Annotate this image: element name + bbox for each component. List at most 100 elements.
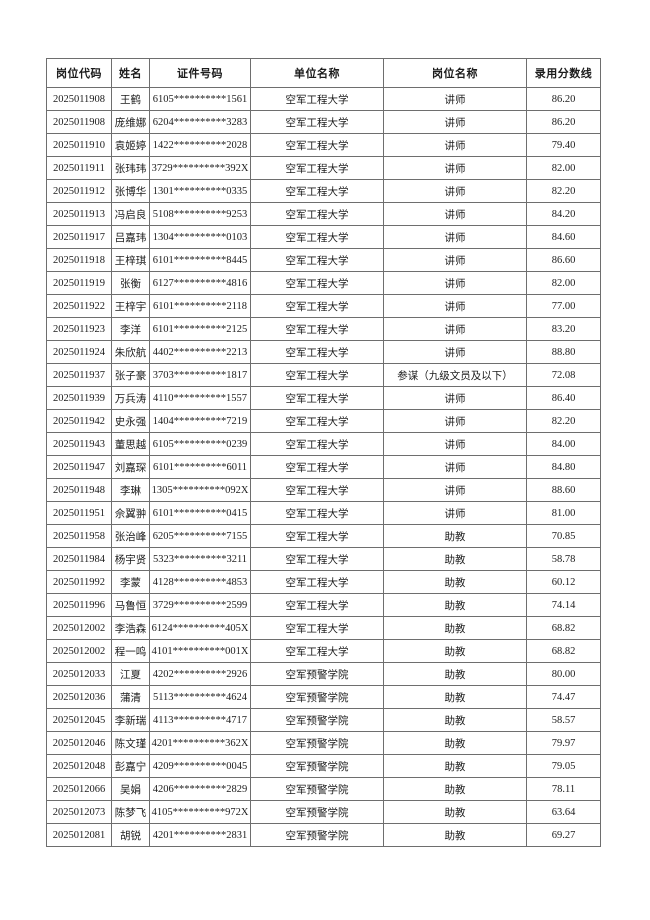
cell-id-number: 6205**********7155 (149, 524, 251, 548)
cell-admission-score: 80.00 (526, 662, 601, 686)
cell-unit-name: 空军预警学院 (250, 800, 384, 824)
column-header-cell-position-code: 岗位代码 (46, 58, 112, 88)
table-row: 2025012081 胡锐 4201**********2831 空军预警学院 助教 69… (46, 823, 601, 847)
cell-position-name: 参谋（九级文员及以下） (383, 363, 527, 387)
cell-unit-name: 空军工程大学 (250, 202, 384, 226)
cell-unit-name: 空军预警学院 (250, 731, 384, 755)
cell-id-number: 6124**********405X (149, 616, 251, 640)
cell-name: 张玮玮 (111, 156, 150, 180)
cell-unit-name: 空军工程大学 (250, 455, 384, 479)
cell-unit-name: 空军工程大学 (250, 317, 384, 341)
cell-position-name: 助教 (383, 524, 527, 548)
cell-id-number: 3729**********2599 (149, 593, 251, 617)
cell-position-name: 讲师 (383, 179, 527, 203)
cell-unit-name: 空军工程大学 (250, 409, 384, 433)
cell-name: 朱欣航 (111, 340, 150, 364)
table-row: 2025011947 刘嘉琛 6101**********6011 空军工程大学 讲师 8… (46, 455, 601, 479)
cell-id-number: 4113**********4717 (149, 708, 251, 732)
cell-admission-score: 82.00 (526, 271, 601, 295)
cell-position-code: 2025011919 (46, 271, 112, 295)
cell-admission-score: 77.00 (526, 294, 601, 318)
cell-unit-name: 空军工程大学 (250, 340, 384, 364)
cell-name: 陈梦飞 (111, 800, 150, 824)
table-row: 2025011943 董思越 6105**********0239 空军工程大学 讲师 8… (46, 432, 601, 456)
cell-admission-score: 84.80 (526, 455, 601, 479)
cell-name: 李浩森 (111, 616, 150, 640)
cell-name: 王鹤 (111, 87, 150, 111)
cell-id-number: 4201**********2831 (149, 823, 251, 847)
cell-id-number: 5113**********4624 (149, 685, 251, 709)
cell-id-number: 1301**********0335 (149, 179, 251, 203)
table-row: 2025012036 蒲清 5113**********4624 空军预警学院 助教 74… (46, 685, 601, 709)
cell-admission-score: 74.47 (526, 685, 601, 709)
cell-name: 董思越 (111, 432, 150, 456)
table-row: 2025011942 史永强 1404**********7219 空军工程大学 讲师 8… (46, 409, 601, 433)
cell-name: 吕嘉玮 (111, 225, 150, 249)
table-row: 2025012002 程一鸣 4101**********001X 空军工程大学 助教 6… (46, 639, 601, 663)
cell-position-code: 2025011942 (46, 409, 112, 433)
cell-position-code: 2025012048 (46, 754, 112, 778)
cell-name: 陈文瑾 (111, 731, 150, 755)
table-row: 2025011908 庞维娜 6204**********3283 空军工程大学 讲师 8… (46, 110, 601, 134)
cell-admission-score: 74.14 (526, 593, 601, 617)
cell-id-number: 6101**********0415 (149, 501, 251, 525)
cell-position-code: 2025012045 (46, 708, 112, 732)
cell-position-name: 讲师 (383, 87, 527, 111)
cell-id-number: 4128**********4853 (149, 570, 251, 594)
cell-position-code: 2025011922 (46, 294, 112, 318)
cell-position-name: 助教 (383, 823, 527, 847)
cell-admission-score: 79.97 (526, 731, 601, 755)
cell-id-number: 6105**********1561 (149, 87, 251, 111)
cell-position-code: 2025011924 (46, 340, 112, 364)
table-row: 2025011922 王梓宇 6101**********2118 空军工程大学 讲师 7… (46, 294, 601, 318)
table-row: 2025011924 朱欣航 4402**********2213 空军工程大学 讲师 8… (46, 340, 601, 364)
cell-unit-name: 空军工程大学 (250, 133, 384, 157)
cell-unit-name: 空军工程大学 (250, 386, 384, 410)
cell-name: 江夏 (111, 662, 150, 686)
cell-position-name: 助教 (383, 754, 527, 778)
cell-admission-score: 84.20 (526, 202, 601, 226)
cell-id-number: 4206**********2829 (149, 777, 251, 801)
cell-position-name: 讲师 (383, 271, 527, 295)
admission-score-table: 岗位代码 姓名 证件号码 单位名称 岗位名称 录用分数线 2025011908 王鹤 6105… (46, 58, 601, 847)
cell-name: 李洋 (111, 317, 150, 341)
cell-position-name: 助教 (383, 685, 527, 709)
cell-unit-name: 空军工程大学 (250, 616, 384, 640)
cell-admission-score: 82.20 (526, 409, 601, 433)
cell-position-code: 2025012073 (46, 800, 112, 824)
cell-admission-score: 60.12 (526, 570, 601, 594)
table-row: 2025011913 冯启良 5108**********9253 空军工程大学 讲师 8… (46, 202, 601, 226)
cell-admission-score: 58.57 (526, 708, 601, 732)
table-row: 2025011958 张治峰 6205**********7155 空军工程大学 助教 7… (46, 524, 601, 548)
table-row: 2025011992 李蒙 4128**********4853 空军工程大学 助教 60… (46, 570, 601, 594)
cell-admission-score: 84.00 (526, 432, 601, 456)
cell-name: 李新瑞 (111, 708, 150, 732)
cell-id-number: 1422**********2028 (149, 133, 251, 157)
table-row: 2025011912 张博华 1301**********0335 空军工程大学 讲师 8… (46, 179, 601, 203)
cell-position-code: 2025011937 (46, 363, 112, 387)
cell-position-code: 2025011908 (46, 87, 112, 111)
cell-id-number: 4209**********0045 (149, 754, 251, 778)
cell-position-name: 讲师 (383, 202, 527, 226)
cell-name: 程一鸣 (111, 639, 150, 663)
column-header-cell-admission-score: 录用分数线 (526, 58, 601, 88)
cell-position-name: 助教 (383, 639, 527, 663)
cell-id-number: 4201**********362X (149, 731, 251, 755)
cell-admission-score: 83.20 (526, 317, 601, 341)
table-row: 2025011951 佘翼翀 6101**********0415 空军工程大学 讲师 8… (46, 501, 601, 525)
table-row: 2025011911 张玮玮 3729**********392X 空军工程大学 讲师 8… (46, 156, 601, 180)
cell-admission-score: 63.64 (526, 800, 601, 824)
table-row: 2025012046 陈文瑾 4201**********362X 空军预警学院 助教 7… (46, 731, 601, 755)
table-row: 2025011939 万兵涛 4110**********1557 空军工程大学 讲师 8… (46, 386, 601, 410)
cell-unit-name: 空军预警学院 (250, 685, 384, 709)
cell-position-code: 2025011996 (46, 593, 112, 617)
table-row: 2025012048 彭嘉宁 4209**********0045 空军预警学院 助教 7… (46, 754, 601, 778)
cell-id-number: 1304**********0103 (149, 225, 251, 249)
cell-position-name: 讲师 (383, 478, 527, 502)
cell-unit-name: 空军工程大学 (250, 547, 384, 571)
cell-name: 张治峰 (111, 524, 150, 548)
cell-position-code: 2025011992 (46, 570, 112, 594)
column-header-cell-position-name: 岗位名称 (383, 58, 527, 88)
cell-position-code: 2025011918 (46, 248, 112, 272)
cell-admission-score: 58.78 (526, 547, 601, 571)
